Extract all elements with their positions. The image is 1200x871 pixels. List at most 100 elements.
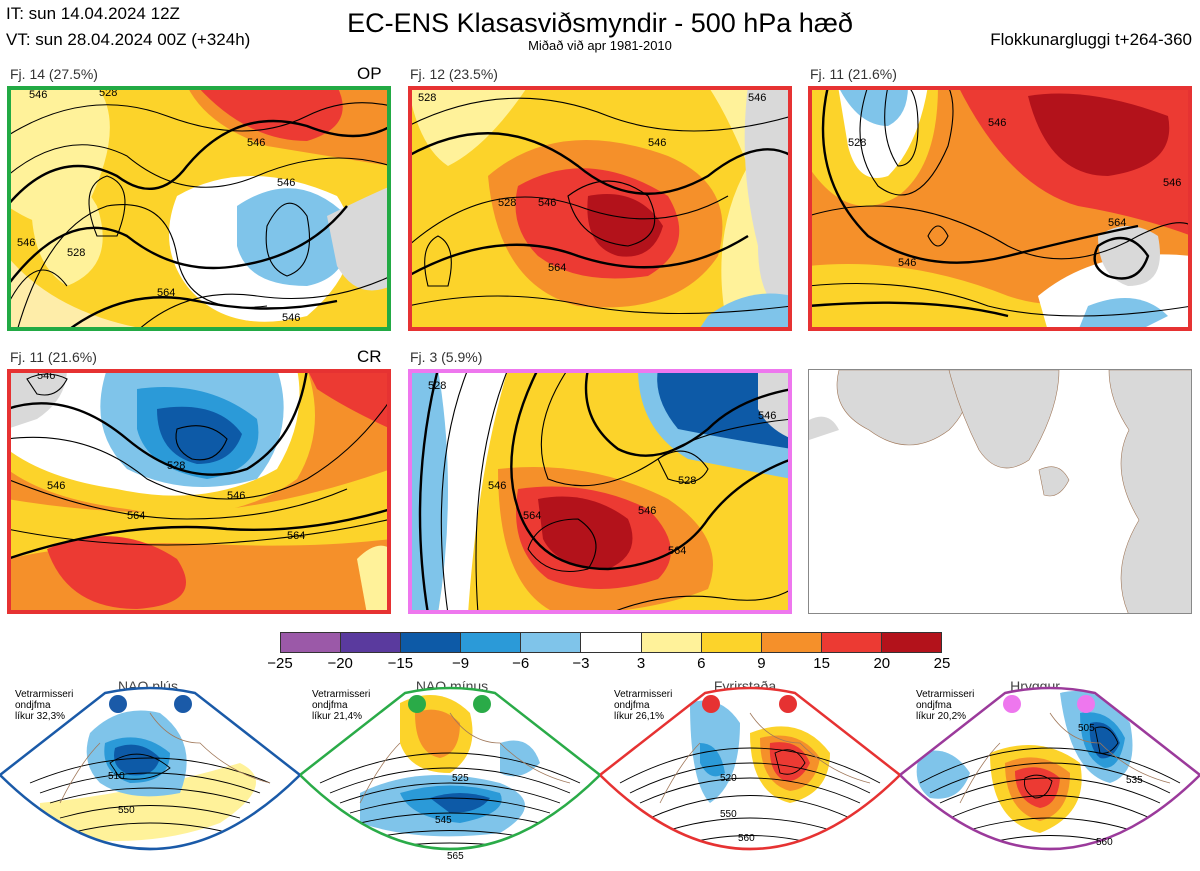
contour-label: 546 <box>748 92 766 104</box>
colorbar-tick-9: 15 <box>813 655 830 672</box>
contour-label: 528 <box>99 87 117 99</box>
regime-blocking-label-3: 560 <box>738 833 755 844</box>
panel-2-frame <box>408 86 792 331</box>
colorbar-swatch-7 <box>700 633 761 652</box>
contour-label: 528 <box>418 92 436 104</box>
contour-label: 546 <box>227 490 245 502</box>
regime-nao-minus-marker-right <box>473 695 491 713</box>
regime-ridge-marker-right <box>1077 695 1095 713</box>
regime-ridge-info: Vetrarmisseri ondjfma líkur 20,2% <box>916 689 975 722</box>
colorbar-swatch-1 <box>340 633 401 652</box>
init-time: IT: sun 14.04.2024 12Z <box>6 4 180 23</box>
contour-label: 546 <box>648 137 666 149</box>
contour-label: 564 <box>548 262 566 274</box>
colorbar-swatch-9 <box>820 633 881 652</box>
colorbar-tick-4: −6 <box>512 655 530 672</box>
cluster-map-panel-4: 546 528 546 546 564 564 <box>7 369 391 614</box>
regime-blocking-marker-left <box>702 695 720 713</box>
contour-label: 546 <box>758 410 776 422</box>
regime-ridge-label-2: 535 <box>1126 775 1143 786</box>
cluster-window: Flokkunargluggi t+264-360 <box>990 30 1192 49</box>
panel-1-tag: OP <box>357 64 382 83</box>
regime-nao-plus: Vetrarmisseri ondjfma líkur 32,3% NAO plús… <box>0 678 300 871</box>
colorbar <box>280 632 942 653</box>
regime-nao-plus-info: Vetrarmisseri ondjfma líkur 32,3% <box>15 689 74 722</box>
colorbar-tick-6: 3 <box>636 655 646 672</box>
regime-nao-plus-marker-right <box>174 695 192 713</box>
colorbar-tick-0: −25 <box>267 655 293 672</box>
regime-nao-plus-marker-left <box>109 695 127 713</box>
colorbar-tick-5: −3 <box>572 655 590 672</box>
page-subtitle: Miðað við apr 1981-2010 <box>528 38 672 53</box>
contour-label: 528 <box>67 247 85 259</box>
panel-4-frame <box>7 369 391 614</box>
colorbar-swatch-0 <box>281 633 341 652</box>
regime-nao-plus-label-1: 510 <box>108 771 125 782</box>
contour-label: 564 <box>523 510 541 522</box>
contour-label: 546 <box>488 480 506 492</box>
panel-1-frame <box>7 86 391 331</box>
panel-5-frame <box>408 369 792 614</box>
regime-nao-minus-info: Vetrarmisseri ondjfma líkur 21,4% <box>312 689 371 722</box>
contour-label: 546 <box>247 137 265 149</box>
contour-label: 564 <box>668 545 686 557</box>
contour-label: 546 <box>538 197 556 209</box>
regime-blocking-marker-right <box>779 695 797 713</box>
cluster-map-panel-1: 546 528 546 546 528 564 546 546 <box>7 86 391 331</box>
contour-label: 528 <box>167 460 185 472</box>
contour-label: 546 <box>277 177 295 189</box>
colorbar-swatch-6 <box>640 633 701 652</box>
regime-nao-plus-label-2: 550 <box>118 805 135 816</box>
regime-blocking-info: Vetrarmisseri ondjfma líkur 26,1% <box>614 689 673 722</box>
contour-label: 546 <box>638 505 656 517</box>
panel-4-tag: CR <box>357 347 382 366</box>
colorbar-tick-1: −20 <box>327 655 353 672</box>
contour-label: 564 <box>127 510 145 522</box>
colorbar-swatch-3 <box>460 633 521 652</box>
panel-1-label: Fj. 14 (27.5%) <box>10 66 98 82</box>
valid-time: VT: sun 28.04.2024 00Z (+324h) <box>6 30 251 49</box>
colorbar-tick-8: 9 <box>757 655 766 672</box>
regime-ridge-label-3: 560 <box>1096 837 1113 848</box>
cluster-map-panel-2: 528 546 546 528 564 546 <box>408 86 792 331</box>
contour-label: 546 <box>282 312 300 324</box>
regime-ridge-label-1: 505 <box>1078 723 1095 734</box>
panel-4-label: Fj. 11 (21.6%) <box>10 349 97 365</box>
contour-label: 546 <box>17 237 35 249</box>
colorbar-swatch-2 <box>400 633 461 652</box>
regime-ridge: Vetrarmisseri ondjfma líkur 20,2% Hryggur <box>900 678 1200 871</box>
contour-label: 546 <box>37 370 55 382</box>
regime-blocking-label-1: 520 <box>720 773 737 784</box>
regime-blocking-label-2: 550 <box>720 809 737 820</box>
colorbar-swatch-10 <box>880 633 942 652</box>
contour-label: 528 <box>678 475 696 487</box>
colorbar-swatch-5 <box>580 633 641 652</box>
contour-label: 546 <box>47 480 65 492</box>
contour-label: 528 <box>498 197 516 209</box>
regime-nao-minus-label-1: 525 <box>452 773 469 784</box>
contour-label: 564 <box>157 287 175 299</box>
contour-label: 528 <box>428 380 446 392</box>
colorbar-tick-2: −15 <box>387 655 414 672</box>
regime-ridge-marker-left <box>1003 695 1021 713</box>
contour-label: 546 <box>29 89 47 101</box>
regime-nao-minus-marker-left <box>408 695 426 713</box>
panel-5-label: Fj. 3 (5.9%) <box>410 349 483 365</box>
colorbar-swatch-8 <box>760 633 821 652</box>
cluster-map-panel-3: 528 546 546 564 546 <box>808 86 1192 331</box>
colorbar-tick-11: 25 <box>933 655 951 672</box>
reference-map-panel <box>808 369 1192 614</box>
contour-label: 528 <box>848 137 866 149</box>
regime-nao-minus-label-2: 545 <box>435 815 452 826</box>
colorbar-tick-7: 6 <box>697 655 706 672</box>
colorbar-tick-10: 20 <box>873 655 891 672</box>
regime-blocking: Vetrarmisseri ondjfma líkur 26,1% Fyrirsta… <box>600 678 900 871</box>
panel-2-label: Fj. 12 (23.5%) <box>410 66 498 82</box>
regime-nao-minus-label-3: 565 <box>447 851 464 862</box>
contour-label: 564 <box>1108 217 1126 229</box>
contour-label: 564 <box>287 530 305 542</box>
colorbar-tick-3: −9 <box>451 655 470 672</box>
cluster-map-panel-5: 528 546 564 528 546 564 546 <box>408 369 792 614</box>
regime-nao-minus: Vetrarmisseri ondjfma líkur 21,4% NAO mínu… <box>300 678 600 871</box>
colorbar-swatch-4 <box>520 633 581 652</box>
